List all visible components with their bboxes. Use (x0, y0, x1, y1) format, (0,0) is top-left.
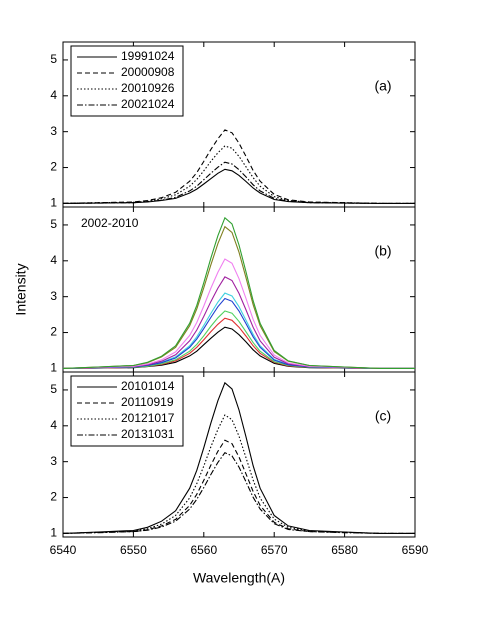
y-tick-label: 5 (50, 382, 57, 396)
y-tick-label: 3 (50, 454, 57, 468)
y-axis-label: Intensity (13, 263, 29, 315)
data-line (62, 326, 415, 369)
legend-label: 19991024 (121, 49, 175, 63)
y-tick-label: 3 (50, 289, 57, 303)
legend-label: 20121017 (121, 411, 175, 425)
data-line (62, 168, 415, 204)
legend-label: 20131031 (121, 427, 175, 441)
data-line (62, 297, 415, 369)
legend-label: 20010926 (121, 81, 175, 95)
data-line (62, 161, 415, 204)
x-axis-label: Wavelength(A) (193, 570, 285, 586)
y-tick-label: 5 (50, 217, 57, 231)
data-line (62, 225, 415, 369)
data-line (62, 310, 415, 369)
legend-label: 20101014 (121, 379, 175, 393)
y-tick-label: 2 (50, 490, 57, 504)
y-tick-label: 4 (50, 418, 57, 432)
x-tick-label: 6580 (331, 543, 358, 557)
data-line (62, 216, 415, 369)
panel-label: (b) (374, 243, 391, 259)
y-tick-label: 2 (50, 160, 57, 174)
legend-box (70, 45, 184, 117)
data-line (62, 381, 415, 534)
legend-label: 20021024 (121, 97, 175, 111)
data-line (62, 414, 415, 534)
annotation: 2002-2010 (81, 216, 139, 230)
legend-label: 20110919 (121, 395, 174, 409)
y-tick-label: 4 (50, 88, 57, 102)
y-tick-label: 4 (50, 253, 57, 267)
y-tick-label: 1 (50, 361, 57, 375)
y-tick-label: 3 (50, 124, 57, 138)
data-line (62, 145, 415, 204)
legend-label: 20000908 (121, 65, 175, 79)
data-line (62, 317, 415, 369)
data-line (62, 439, 415, 534)
x-tick-label: 6570 (261, 543, 288, 557)
x-tick-label: 6560 (190, 543, 217, 557)
y-tick-label: 2 (50, 325, 57, 339)
plot-frame (62, 206, 416, 373)
data-line (62, 292, 415, 369)
x-tick-label: 6540 (50, 543, 77, 557)
data-line (62, 258, 415, 369)
legend-box (70, 375, 184, 447)
y-tick-label: 5 (50, 52, 57, 66)
data-line (62, 452, 415, 534)
panel-label: (a) (374, 78, 391, 94)
data-line (62, 276, 415, 369)
data-line (62, 129, 415, 204)
x-tick-label: 6590 (402, 543, 429, 557)
y-tick-label: 1 (50, 196, 57, 210)
y-tick-label: 1 (50, 526, 57, 540)
x-tick-label: 6550 (120, 543, 147, 557)
panel-label: (c) (375, 408, 391, 424)
plot-frame (62, 371, 416, 538)
